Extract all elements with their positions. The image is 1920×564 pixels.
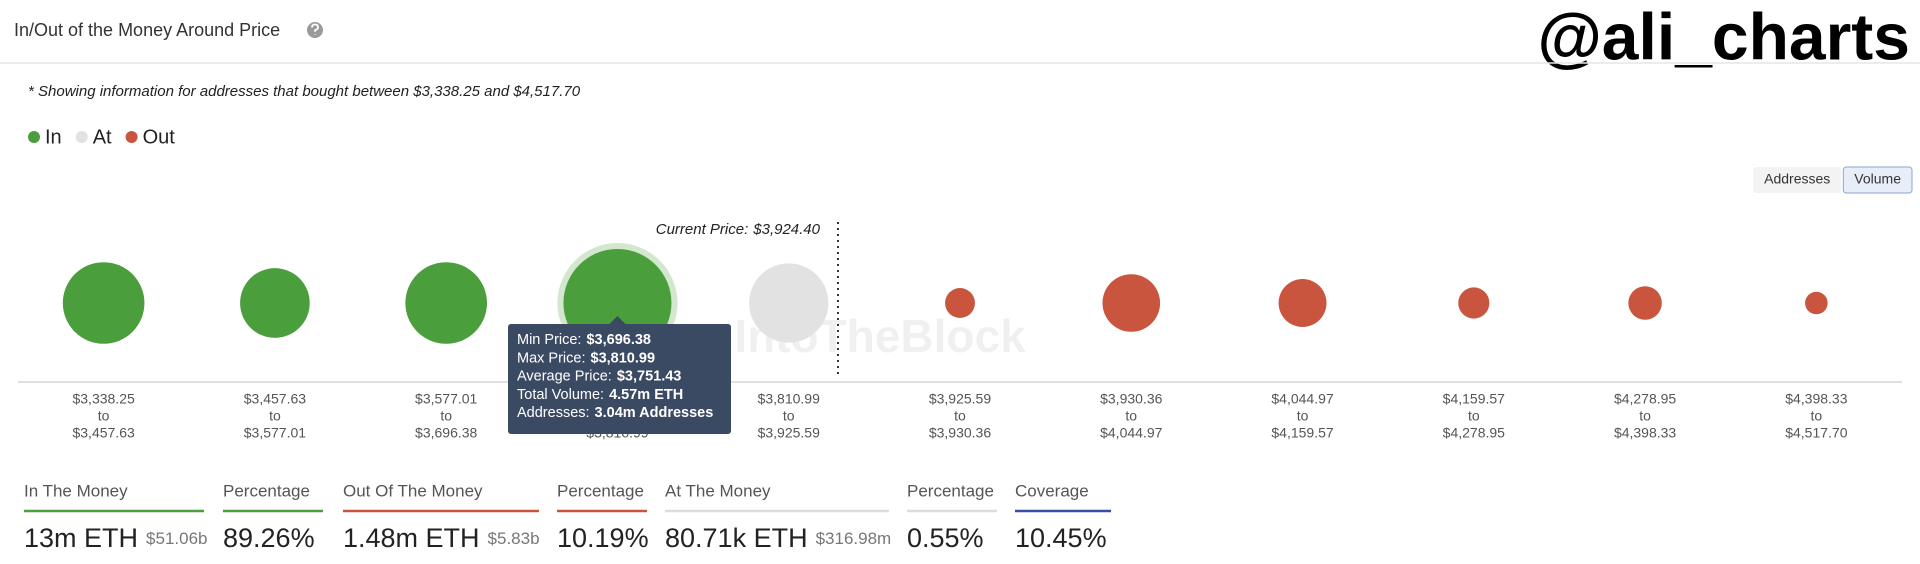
- range-word: to: [98, 408, 110, 424]
- stat-value: 10.19%: [557, 523, 649, 553]
- tooltip-label: Min Price:: [517, 332, 581, 348]
- tooltip-line: Addresses: 3.04m Addresses: [517, 405, 713, 421]
- tooltip-line: Total Volume: 4.57m ETH: [517, 387, 683, 403]
- range-from: $4,278.95: [1614, 391, 1676, 407]
- range-to: $3,577.01: [244, 425, 306, 441]
- stat-main: 10.45%: [1015, 523, 1107, 553]
- range-word: to: [1468, 408, 1480, 424]
- range-from: $3,810.99: [758, 391, 820, 407]
- range-word: to: [1297, 408, 1309, 424]
- tooltip-value: 4.57m ETH: [609, 387, 683, 403]
- stat-main: 13m ETH: [24, 523, 138, 553]
- tooltip-label: Addresses:: [517, 405, 590, 421]
- stat-value: 0.55%: [907, 523, 984, 553]
- stat-value: 80.71k ETH $316.98m: [665, 523, 891, 553]
- tooltip-label: Total Volume:: [517, 387, 604, 403]
- range-from: $4,044.97: [1271, 391, 1333, 407]
- range-from: $3,925.59: [929, 391, 991, 407]
- bubble[interactable]: [1628, 286, 1662, 320]
- toggle-button[interactable]: [1753, 167, 1842, 193]
- legend-swatch: [125, 131, 138, 143]
- range-word: to: [1811, 408, 1823, 424]
- note: * Showing information for addresses that…: [28, 83, 581, 100]
- legend-label: In: [45, 126, 62, 148]
- range-from: $3,930.36: [1100, 391, 1162, 407]
- current-price-label: Current Price: $3,924.40: [656, 221, 821, 238]
- range-to: $3,925.59: [758, 425, 820, 441]
- legend-swatch: [28, 131, 40, 143]
- range-word: to: [954, 408, 966, 424]
- toggle-button[interactable]: [1842, 166, 1913, 194]
- tooltip-line: Max Price: $3,810.99: [517, 350, 655, 366]
- help-icon-glyph: [311, 23, 319, 35]
- stat-label: Coverage: [1015, 481, 1089, 500]
- tooltip-label: Max Price:: [517, 350, 586, 366]
- stat-label: In The Money: [24, 481, 128, 500]
- tooltip-box: [508, 324, 731, 434]
- stat-main: 80.71k ETH: [665, 523, 808, 553]
- tooltip-value: $3,751.43: [617, 368, 682, 384]
- range-from: $3,577.01: [415, 391, 477, 407]
- stat-label: Percentage: [907, 481, 994, 500]
- tooltip-arrow: [609, 316, 626, 324]
- stat-sub: $51.06b: [146, 529, 207, 548]
- chart-title: In/Out of the Money Around Price: [14, 20, 280, 40]
- tooltip-value: 3.04m Addresses: [595, 405, 714, 421]
- stat-value: 89.26%: [223, 523, 315, 553]
- stat-label: Out Of The Money: [343, 481, 483, 500]
- bubble[interactable]: [945, 288, 975, 318]
- toggle-button-label: Addresses: [1764, 171, 1830, 187]
- stat-main: 0.55%: [907, 523, 984, 553]
- range-from: $3,457.63: [244, 391, 306, 407]
- stat-label: Percentage: [223, 481, 310, 500]
- range-from: $4,159.57: [1443, 391, 1505, 407]
- range-word: to: [1125, 408, 1137, 424]
- tooltip-value: $3,696.38: [586, 332, 651, 348]
- range-word: to: [440, 408, 452, 424]
- stat-label: At The Money: [665, 481, 771, 500]
- legend-label: At: [93, 126, 112, 148]
- stat-value: 10.45%: [1015, 523, 1107, 553]
- toggle-button-label: Volume: [1854, 171, 1901, 187]
- bubble[interactable]: [1102, 274, 1161, 332]
- range-to: $3,457.63: [72, 425, 134, 441]
- range-to: $3,930.36: [929, 425, 991, 441]
- bubble[interactable]: [1278, 279, 1327, 327]
- range-to: $4,517.70: [1785, 425, 1847, 441]
- stat-sub: $316.98m: [816, 529, 892, 548]
- range-to: $4,278.95: [1443, 425, 1505, 441]
- bubble[interactable]: [240, 268, 310, 338]
- tooltip-line: Average Price: $3,751.43: [517, 368, 681, 384]
- current-price-text: Current Price:: [656, 221, 749, 238]
- range-to: $4,159.57: [1271, 425, 1333, 441]
- range-word: to: [783, 408, 795, 424]
- range-to: $3,696.38: [415, 425, 477, 441]
- stat-main: 89.26%: [223, 523, 315, 553]
- range-from: $3,338.25: [72, 391, 134, 407]
- stat-label: Percentage: [557, 481, 644, 500]
- range-word: to: [269, 408, 281, 424]
- range-to: $4,044.97: [1100, 425, 1162, 441]
- tooltip-value: $3,810.99: [591, 350, 656, 366]
- stat-value: 1.48m ETH $5.83b: [343, 523, 540, 553]
- tooltip-line: Min Price: $3,696.38: [517, 332, 651, 348]
- bubble[interactable]: [405, 262, 487, 344]
- bubble[interactable]: [749, 263, 829, 343]
- legend-label: Out: [143, 126, 176, 148]
- range-word: to: [1639, 408, 1651, 424]
- stat-main: 10.19%: [557, 523, 649, 553]
- bubble[interactable]: [1805, 291, 1828, 315]
- tooltip-label: Average Price:: [517, 368, 612, 384]
- legend-swatch: [75, 131, 88, 143]
- stat-sub: $5.83b: [488, 529, 540, 548]
- range-to: $4,398.33: [1614, 425, 1676, 441]
- bubble[interactable]: [62, 262, 145, 344]
- handle: @ali_charts: [1537, 0, 1910, 73]
- stat-value: 13m ETH $51.06b: [24, 523, 207, 553]
- stat-main: 1.48m ETH: [343, 523, 480, 553]
- range-from: $4,398.33: [1785, 391, 1847, 407]
- current-price-value: $3,924.40: [752, 221, 820, 238]
- bubble[interactable]: [1458, 287, 1490, 319]
